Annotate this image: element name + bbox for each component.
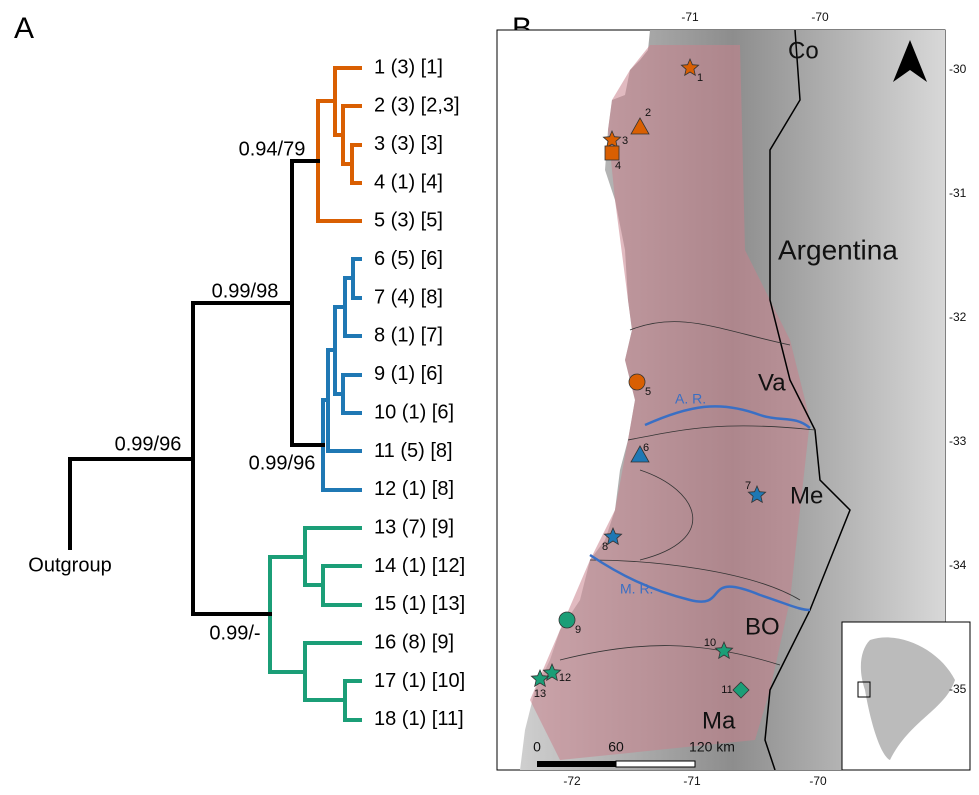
support: 0.99/98 (212, 280, 279, 302)
region-label: Ma (702, 707, 736, 734)
site-label: 1 (697, 72, 703, 84)
tip-label: 16 (8) [9] (374, 632, 454, 654)
lat-label: -32 (949, 310, 967, 324)
site-label: 6 (643, 442, 649, 454)
tip-label: 18 (1) [11] (374, 708, 464, 730)
region-label: Argentina (778, 234, 898, 265)
tip-label: 2 (3) [2,3] (374, 95, 460, 117)
lat-label: -31 (949, 186, 967, 200)
scale-label: 60 (608, 739, 624, 755)
scale-label: 120 km (689, 739, 735, 755)
tip-label: 12 (1) [8] (374, 478, 454, 500)
site-label: 8 (602, 541, 608, 553)
river-label: M. R. (620, 581, 653, 597)
site-label: 9 (575, 624, 581, 636)
tip-label: 10 (1) [6] (374, 401, 454, 423)
site-marker (559, 612, 575, 628)
site-marker (629, 374, 645, 390)
lon-label: -70 (809, 774, 827, 788)
support: 0.99/- (209, 622, 260, 644)
site-label: 13 (534, 688, 546, 700)
site-label: 10 (704, 637, 716, 649)
orange-clade (318, 68, 360, 221)
support: 0.99/96 (115, 433, 182, 455)
tip-label: 4 (1) [4] (374, 171, 443, 193)
tip-label: 15 (1) [13] (374, 593, 465, 615)
region-label: Me (790, 482, 823, 509)
outgroup-label: Outgroup (28, 554, 111, 576)
river-label: A. R. (675, 391, 706, 407)
site-label: 5 (645, 386, 651, 398)
blue-clade (323, 259, 360, 490)
lat-label: -34 (949, 558, 967, 572)
site-marker (605, 146, 619, 160)
lon-label: -72 (563, 774, 581, 788)
site-label: 12 (559, 672, 571, 684)
figure: A 1 (3) [1] 2 (3) [2,3] 3 (3) [3] 4 (1) [4]… (0, 0, 979, 790)
panel-label: A (14, 12, 34, 45)
scale-bar (537, 761, 695, 767)
tip-label: 5 (3) [5] (374, 210, 443, 232)
tip-labels: 1 (3) [1] 2 (3) [2,3] 3 (3) [3] 4 (1) [4] 5 … (374, 56, 465, 730)
lat-label: -30 (949, 62, 967, 76)
lon-label: -71 (683, 774, 701, 788)
support: 0.99/96 (249, 452, 316, 474)
tip-label: 7 (4) [8] (374, 286, 443, 308)
lon-label: -70 (811, 10, 829, 24)
scale-label: 0 (533, 739, 541, 755)
region-label: BO (745, 613, 780, 640)
tip-label: 1 (3) [1] (374, 56, 443, 78)
tip-label: 9 (1) [6] (374, 363, 443, 385)
tip-label: 8 (1) [7] (374, 325, 443, 347)
tip-label: 13 (7) [9] (374, 516, 454, 538)
site-label: 2 (645, 107, 651, 119)
region-label: Va (758, 369, 786, 396)
site-label: 3 (622, 135, 628, 147)
lat-label: -33 (949, 434, 967, 448)
map: A. R. M. R. Co Argentina Va Me BO Ma 0 6… (497, 30, 970, 770)
backbone (70, 161, 323, 614)
lon-label: -71 (681, 10, 699, 24)
tip-label: 11 (5) [8] (374, 440, 453, 462)
lat-label: -35 (949, 682, 967, 696)
tip-label: 14 (1) [12] (374, 555, 465, 577)
site-label: 11 (721, 684, 732, 696)
site-label: 4 (615, 160, 621, 172)
green-clade (270, 528, 360, 720)
site-label: 7 (745, 480, 751, 492)
support: 0.94/79 (239, 138, 306, 160)
tip-label: 17 (1) [10] (374, 670, 465, 692)
tip-label: 3 (3) [3] (374, 133, 443, 155)
region-label: Co (788, 37, 819, 64)
tip-label: 6 (5) [6] (374, 248, 443, 270)
